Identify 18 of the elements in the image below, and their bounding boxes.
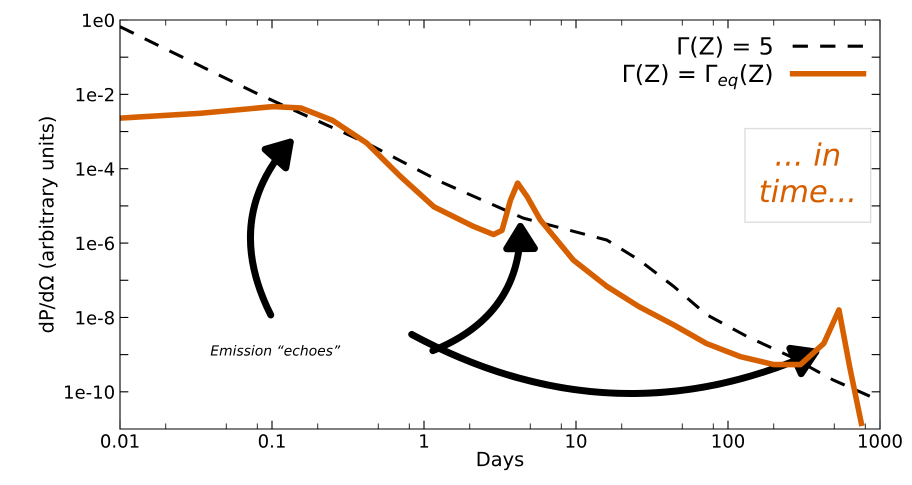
x-tick-label: 100: [712, 434, 744, 448]
legend-label: Γ(Z) = 5: [678, 36, 772, 58]
y-tick-label: 1e-6: [76, 236, 114, 250]
y-tick-label: 1e-4: [76, 162, 114, 176]
x-tick-label: 0.1: [258, 434, 285, 448]
annotation: Emission “echoes”: [210, 344, 340, 356]
y-tick-label: 1e0: [83, 13, 114, 28]
y-tick-label: 1e-10: [65, 385, 114, 399]
x-tick-label: 1: [420, 434, 428, 448]
x-tick-label: 10: [566, 434, 586, 448]
x-axis-title: Days: [478, 452, 524, 470]
legend-label: Γ(Z) = Γ$_{eq}$(Z): [624, 64, 772, 90]
annotation: ... in time...: [760, 142, 853, 203]
x-tick-label: 0.01: [101, 434, 138, 448]
y-axis-title: dP/dΩ (arbitrary units): [38, 117, 58, 332]
y-tick-label: 1e-8: [76, 310, 114, 325]
x-tick-label: 1000: [859, 434, 902, 448]
y-tick-label: 1e-2: [76, 88, 114, 102]
